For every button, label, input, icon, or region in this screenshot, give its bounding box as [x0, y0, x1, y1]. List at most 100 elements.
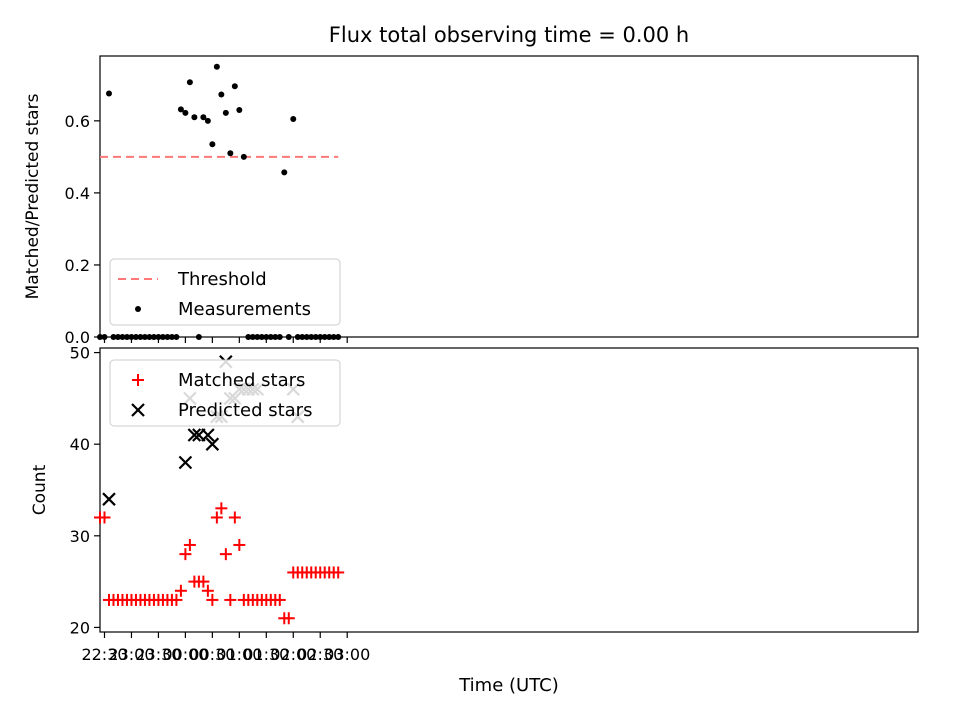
- matched-star-point: [332, 566, 345, 579]
- matched-star-point: [183, 538, 196, 551]
- measurement-point: [101, 334, 108, 340]
- measurement-point: [263, 334, 270, 340]
- measurement-point: [245, 334, 252, 340]
- measurement-point: [200, 114, 207, 121]
- measurement-point: [213, 63, 220, 70]
- measurement-point: [321, 334, 328, 340]
- ratio-ytick-label: 0.6: [65, 112, 90, 131]
- measurement-point: [218, 91, 225, 98]
- measurement-point: [236, 107, 243, 114]
- xtick-label: 00:00: [162, 645, 208, 664]
- matched-star-point: [197, 575, 210, 588]
- matched-star-point: [224, 593, 237, 606]
- measurement-point: [276, 334, 283, 340]
- measurement-point: [249, 334, 256, 340]
- measurement-point: [123, 334, 130, 340]
- ratio-ytick-label: 0.4: [65, 184, 90, 203]
- measurement-point: [119, 334, 126, 340]
- count-ytick-label: 50: [70, 344, 90, 363]
- measurement-point: [141, 334, 148, 340]
- measurement-point: [317, 334, 324, 340]
- ratio-ytick-label: 0.0: [65, 328, 90, 347]
- measurement-point: [285, 334, 292, 340]
- measurement-point: [299, 334, 306, 340]
- ratio-y-axis-label: Matched/Predicted stars: [23, 93, 43, 299]
- measurement-point: [137, 334, 144, 340]
- measurement-point: [97, 334, 103, 340]
- count-ytick-label: 40: [70, 435, 90, 454]
- measurement-point: [290, 116, 297, 123]
- xtick-label: 03:00: [324, 645, 370, 664]
- count-panel: 20 30 40 50 22:3023:0023:3000:0000:3001:0001…: [30, 344, 919, 664]
- count-ytick-label: 30: [70, 527, 90, 546]
- measurement-point: [209, 141, 216, 148]
- measurement-point: [177, 106, 184, 113]
- matched-star-point: [98, 511, 111, 524]
- measurement-point: [254, 334, 261, 340]
- matched-star-point: [179, 548, 192, 561]
- measurement-point: [159, 334, 166, 340]
- matched-star-point: [282, 612, 295, 625]
- legend-label: Matched stars: [178, 370, 305, 391]
- predicted-star-point: [178, 455, 193, 470]
- measurement-point: [335, 334, 342, 340]
- count-legend-box: [109, 359, 341, 427]
- measurement-point: [146, 334, 153, 340]
- measurement-point: [155, 334, 162, 340]
- measurement-point: [222, 109, 229, 116]
- measurement-point: [195, 334, 202, 340]
- matched-star-point: [170, 593, 183, 606]
- measurement-point: [240, 153, 247, 160]
- ratio-legend: Threshold Measurements: [109, 258, 341, 326]
- predicted-star-point: [205, 437, 220, 451]
- count-ytick-label: 20: [70, 618, 90, 637]
- figure-title: Flux total observing time = 0.00 h: [329, 23, 689, 47]
- ratio-axes-frame: [99, 55, 919, 338]
- legend-label: Threshold: [177, 269, 267, 290]
- x-axis-label: Time (UTC): [458, 675, 559, 696]
- matched-star-point: [215, 502, 228, 515]
- xtick-label: 01:00: [216, 645, 262, 664]
- legend-label: Predicted stars: [178, 400, 312, 421]
- matched-star-point: [273, 593, 286, 606]
- xtick-label: 23:00: [108, 645, 154, 664]
- measurement-point: [231, 83, 238, 90]
- measurement-point: [164, 334, 171, 340]
- xtick-label: 22:30: [81, 645, 127, 664]
- xtick-label: 00:30: [189, 645, 235, 664]
- matched-star-point: [210, 511, 223, 524]
- count-axes-frame: [99, 347, 919, 633]
- measurement-point: [114, 334, 121, 340]
- matched-star-point: [233, 538, 246, 551]
- measurement-point: [132, 334, 139, 340]
- measurement-point: [191, 114, 198, 121]
- measurement-point: [128, 334, 135, 340]
- legend-predicted-swatch: [131, 403, 145, 417]
- matched-star-point: [174, 584, 187, 597]
- legend-label: Measurements: [178, 299, 311, 320]
- matched-star-point: [201, 584, 214, 597]
- xtick-label: 02:30: [297, 645, 343, 664]
- ratio-ytick-label: 0.2: [65, 256, 90, 275]
- matched-star-point: [206, 593, 219, 606]
- measurement-point: [330, 334, 337, 340]
- predicted-star-point: [102, 492, 116, 506]
- measurement-point: [308, 334, 315, 340]
- predicted-star-point: [201, 428, 215, 442]
- measurement-point: [173, 334, 180, 340]
- matched-star-point: [219, 548, 232, 561]
- legend-matched-swatch: [132, 374, 144, 386]
- xtick-label: 02:00: [270, 645, 316, 664]
- count-legend: Matched stars Predicted stars: [109, 359, 341, 427]
- count-y-axis-label: Count: [30, 464, 50, 515]
- measurement-point: [168, 334, 175, 340]
- predicted-star-point: [187, 428, 202, 442]
- measurement-point: [227, 150, 234, 157]
- measurement-point: [281, 169, 288, 176]
- xtick-label: 01:30: [243, 645, 289, 664]
- measurement-point: [267, 334, 274, 340]
- ratio-panel: 0.0 0.2 0.4 0.6 Matched/Predicted stars Thres…: [23, 55, 919, 347]
- measurement-point: [110, 334, 117, 340]
- measurement-point: [294, 334, 301, 340]
